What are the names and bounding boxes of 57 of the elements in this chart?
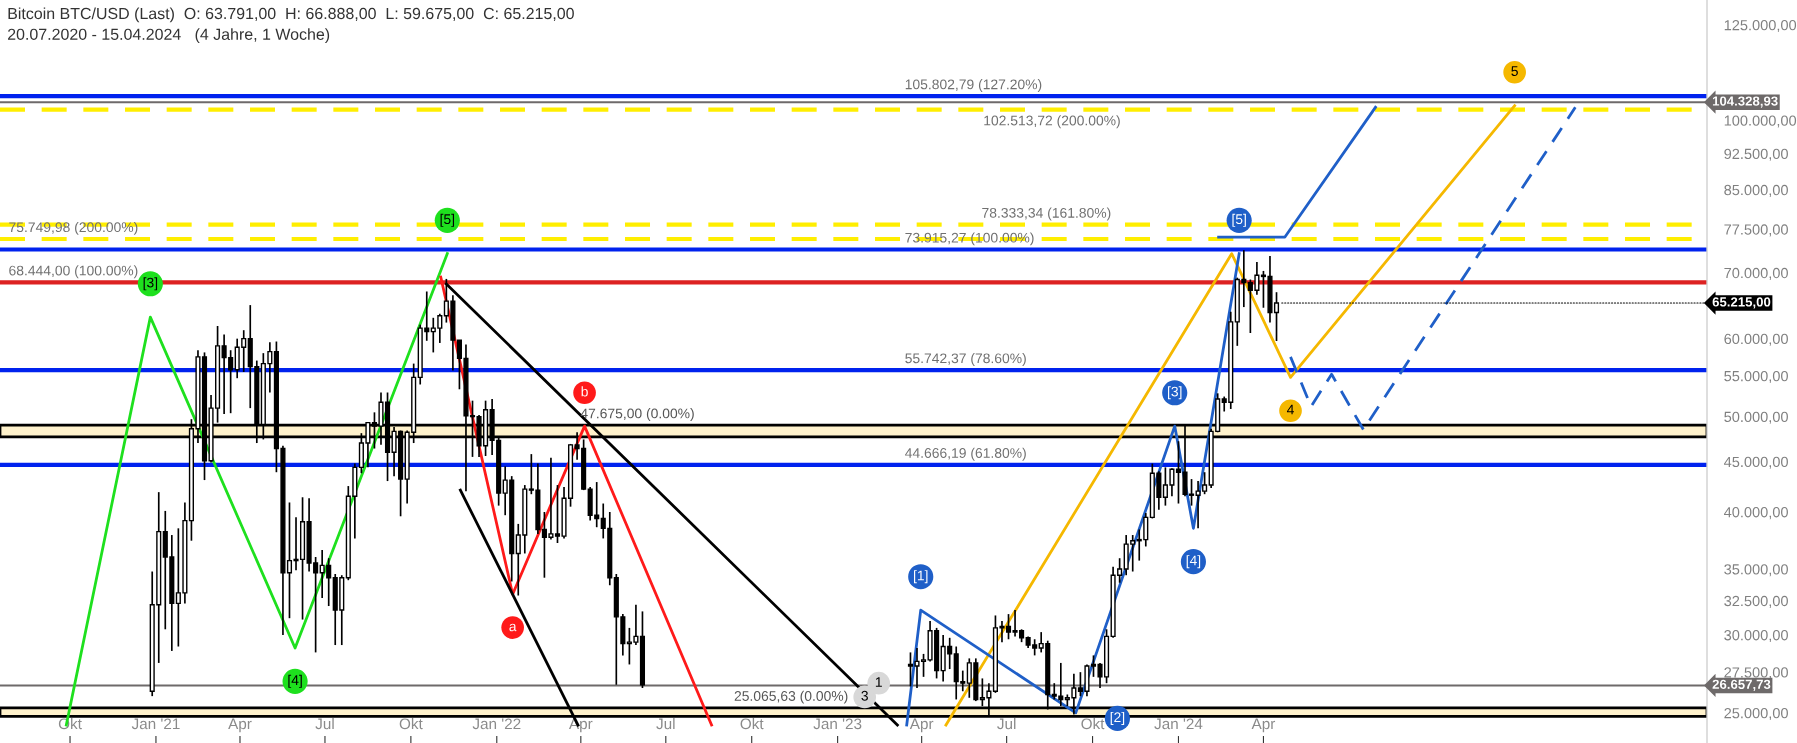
ref-line-label: 44.666,19 (61.80%)	[905, 447, 1026, 461]
y-tick-label: 25.000,00	[1724, 708, 1788, 721]
ref-line-label: 26.657,73	[1712, 679, 1771, 691]
annotation: [2]	[1110, 711, 1125, 725]
text: 20.07.2020 - 15.04.2024 (4 Jahre, 1 Woche)	[7, 28, 330, 44]
ref-line-label: 55.742,37 (78.60%)	[905, 353, 1026, 366]
x-tick-label: Okt	[740, 718, 764, 730]
annotation: [1]	[914, 570, 928, 584]
ref-line-label: 78.333,34 (161.80%)	[982, 207, 1111, 221]
y-tick-label: 30.000,00	[1724, 630, 1788, 643]
y-tick-label: 92.500,00	[1724, 148, 1788, 161]
x-tick-label: Jan '24	[1154, 718, 1203, 730]
ref-line-label: 105.802,79 (127.20%)	[905, 79, 1042, 93]
annotation: 65.215,00	[1712, 297, 1771, 309]
y-tick-label: 55.000,00	[1724, 370, 1788, 383]
chart-title: Bitcoin BTC/USD (Last) O: 63.791,00 H: 66.888,00 L: 59.675,00 C: 65.215,00	[8, 7, 574, 23]
y-tick-label: 70.000,00	[1724, 267, 1788, 280]
x-tick-label: Jan '22	[472, 718, 521, 730]
annotation: [5]	[440, 213, 455, 227]
ref-line-label: 68.444,00 (100.00%)	[9, 265, 138, 279]
y-tick-label: 60.000,00	[1724, 333, 1788, 346]
x-tick-label: Apr	[909, 718, 934, 733]
annotation: 1	[875, 677, 882, 687]
y-tick-label: 50.000,00	[1724, 411, 1788, 424]
x-tick-label: Jul	[656, 718, 675, 730]
x-tick-label: Jul	[997, 718, 1016, 730]
y-tick-label: 45.000,00	[1724, 456, 1788, 469]
line-series	[1289, 105, 1577, 432]
x-tick-label: Jan '21	[131, 718, 180, 730]
annotation: 3	[861, 690, 868, 701]
y-tick-label: 125.000,00	[1724, 20, 1797, 33]
y-tick-label: 32.500,00	[1724, 595, 1788, 608]
annotation: [4]	[288, 674, 302, 688]
y-tick-label: 100.000,00	[1724, 115, 1797, 128]
ref-line-label: 104.328,93	[1712, 96, 1778, 108]
band-label: 47.675,00 (0.00%)	[580, 408, 694, 422]
annotation: 4	[1286, 404, 1294, 415]
x-tick-label: Okt	[399, 718, 423, 730]
annotation: 5	[1511, 66, 1518, 76]
x-tick-label: Okt	[1081, 718, 1105, 730]
annotation: [3]	[143, 277, 158, 291]
x-tick-label: Jul	[315, 718, 334, 730]
y-tick-label: 85.000,00	[1724, 184, 1788, 197]
y-tick-label: 40.000,00	[1724, 507, 1788, 520]
annotation: a	[509, 623, 517, 632]
y-tick-label: 77.500,00	[1724, 224, 1788, 237]
x-tick-label: Apr	[228, 718, 252, 733]
annotation: [3]	[1168, 386, 1182, 400]
annotation: [5]	[1232, 213, 1246, 227]
y-tick-label: 35.000,00	[1724, 564, 1788, 577]
annotation: [4]	[1186, 555, 1201, 569]
y-tick-label: 27.500,00	[1724, 667, 1788, 680]
ref-line-label: 102.513,72 (200.00%)	[984, 115, 1120, 129]
band-label: 25.065,63 (0.00%)	[734, 690, 848, 704]
x-tick-label: Apr	[1251, 718, 1276, 733]
x-tick-label: Jan '23	[813, 718, 862, 730]
annotation: b	[581, 386, 588, 397]
